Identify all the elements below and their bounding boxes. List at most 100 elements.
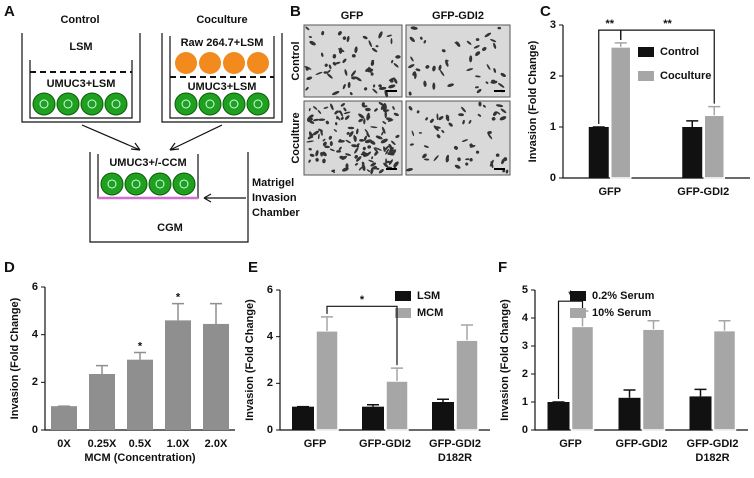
cell-speck [370,60,375,66]
cell-speck [322,138,326,142]
legend-label: Coculture [660,70,711,82]
cell-speck [347,81,351,89]
cell-speck [392,106,395,110]
cell-speck [458,113,465,117]
cell-speck [317,109,322,114]
cell-speck [306,140,314,143]
cell-speck [465,158,470,161]
cell-speck [408,64,415,69]
y-axis-label: Invasion (Fold Change) [9,297,21,419]
y-tick-label: 3 [522,340,528,352]
cell-speck [378,84,382,88]
error-bar [367,404,379,407]
label: LSM [69,41,92,53]
cell-speck [495,153,500,157]
cell-speck [423,158,430,161]
y-tick-label: 1 [550,121,556,133]
legend-swatch [395,308,411,318]
y-tick-label: 4 [522,312,529,324]
cell-speck [469,143,473,147]
cell-speck [371,47,378,53]
cell-speck [334,110,339,115]
cell-speck [364,139,372,144]
bar [455,339,479,431]
bar [703,114,725,179]
bar [641,328,666,431]
cell-speck [378,31,383,39]
cell [104,92,128,116]
cell-speck [361,163,366,171]
cell-speck [482,104,486,108]
error-bar [718,320,731,331]
arrow [81,124,141,151]
y-tick-label: 0 [32,424,38,436]
cell-speck [432,65,436,72]
significance: ** [605,18,614,30]
y-tick-label: 0 [522,424,528,436]
bar [712,329,737,431]
cell-speck [408,91,412,96]
cell-speck [493,68,497,73]
cell-speck [489,159,494,167]
charts: 0 1 2 3 Invasion (Fold Change) GFP GFP-GDI2 Con… [9,18,750,464]
cell-speck [368,159,375,163]
cell-speck [349,92,353,96]
bar [610,46,632,179]
cell-speck [342,36,347,40]
cell-speck [411,130,415,137]
cell-speck [445,114,450,122]
cell-speck [383,102,387,111]
cell-speck [356,143,360,146]
label: Raw 264.7+LSM [181,37,264,49]
x-tick-label: 0.5X [129,438,152,450]
cell-speck [364,129,369,134]
cell-speck [453,145,458,150]
significance-bracket [620,29,715,104]
cell-speck [309,153,315,157]
cell-speck [328,64,332,70]
cell-speck [393,77,398,84]
cell-speck [385,148,389,155]
significance: * [176,292,181,304]
cell-speck [362,151,366,155]
cell-speck [307,117,314,122]
x-tick-label: GFP-GDI2 [687,438,739,450]
cell-speck [490,39,497,43]
bar [203,323,229,430]
significance: * [138,340,143,352]
x-tick-label: GFP-GDI2 [429,438,481,450]
nucleus [39,99,49,109]
micrographs: GFP GFP-GDI2 Control Coculture [290,10,511,176]
cell-speck [308,35,313,38]
x-tick-label: 2.0X [205,438,228,450]
bar [570,325,595,431]
cell-speck [410,26,418,30]
cell-speck [353,135,357,142]
cell-speck [491,117,496,121]
error-bar [321,316,333,331]
cell-speck [345,139,351,144]
cell-speck [317,133,320,140]
cell-speck [364,107,371,112]
cell-speck [328,135,332,140]
nucleus [179,179,189,189]
cell-speck [468,119,472,124]
cell-speck [312,118,320,122]
cell-speck [354,154,358,159]
nucleus [181,99,191,109]
x-tick-label: D182R [695,452,729,464]
cell-speck [309,40,316,46]
x-tick-label: 1.0X [167,438,190,450]
nucleus [131,179,141,189]
cell-speck [410,56,414,62]
cell-speck [354,76,362,82]
cell-speck [345,163,349,169]
cell-speck [323,71,328,74]
cell-speck [438,115,444,121]
cell-speck [469,157,473,162]
x-tick-label: GFP-GDI2 [359,438,411,450]
cell-speck [462,119,465,125]
cell-speck [383,146,386,153]
cell-speck [408,106,413,111]
nucleus [111,99,121,109]
